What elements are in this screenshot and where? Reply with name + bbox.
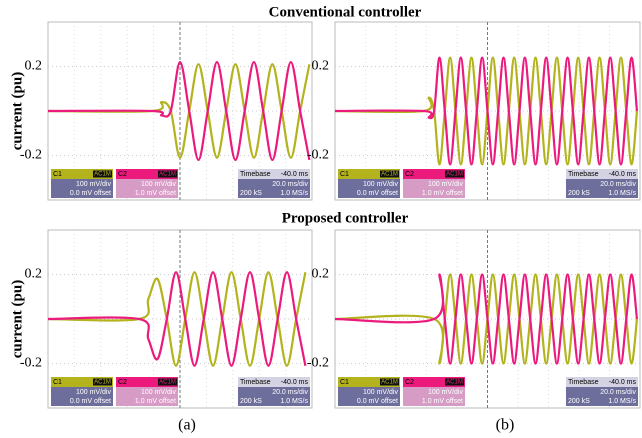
timebase-scale: 20.0 ms/div bbox=[272, 181, 308, 188]
channel-offset: 1.0 mV offset bbox=[422, 190, 463, 197]
row-title: Proposed controller bbox=[282, 210, 409, 226]
timebase-scale: 20.0 ms/div bbox=[600, 389, 636, 396]
timebase-delay: -40.0 ms bbox=[609, 171, 637, 178]
y-tick-label: -0.2 bbox=[307, 148, 329, 163]
channel-coupling: AC1M bbox=[94, 172, 111, 178]
channel-name: C2 bbox=[405, 379, 414, 386]
channel-scale: 100 mV/div bbox=[76, 389, 112, 396]
timebase-samples: 200 kS bbox=[568, 190, 590, 197]
channel-offset: 1.0 mV offset bbox=[135, 398, 176, 405]
channel-coupling: AC1M bbox=[94, 380, 111, 386]
y-tick-label: 0.2 bbox=[25, 59, 43, 74]
panel-label: (a) bbox=[178, 417, 196, 434]
channel-name: C1 bbox=[340, 171, 349, 178]
channel-coupling: AC1M bbox=[446, 172, 463, 178]
figure: Conventional controller Proposed control… bbox=[0, 0, 642, 438]
channel-offset: 1.0 mV offset bbox=[135, 190, 176, 197]
y-axis-label: current (pu) bbox=[9, 72, 25, 150]
y-axis-label: current (pu) bbox=[9, 280, 25, 358]
channel-name: C2 bbox=[405, 171, 414, 178]
page: {"figure": {"row_titles": ["Conventional… bbox=[0, 0, 642, 438]
channel-offset: 0.0 mV offset bbox=[70, 190, 111, 197]
channel-coupling: AC1M bbox=[159, 172, 176, 178]
panel-label: (b) bbox=[496, 417, 515, 434]
timebase-samples: 200 kS bbox=[240, 190, 262, 197]
channel-name: C2 bbox=[118, 171, 127, 178]
scope-panel: 0.2 -0.2 C1 AC1M 100 mV/div 0.0 mV offset C2 AC… bbox=[307, 22, 640, 200]
timebase-rate: 1.0 MS/s bbox=[280, 398, 308, 405]
channel-name: C1 bbox=[53, 379, 62, 386]
row-title: Conventional controller bbox=[269, 4, 422, 20]
channel-scale: 100 mV/div bbox=[141, 181, 177, 188]
timebase-label: Timebase bbox=[240, 171, 271, 178]
timebase-rate: 1.0 MS/s bbox=[608, 398, 636, 405]
channel-scale: 100 mV/div bbox=[76, 181, 112, 188]
channel-scale: 100 mV/div bbox=[363, 181, 399, 188]
channel-scale: 100 mV/div bbox=[428, 389, 464, 396]
timebase-delay: -40.0 ms bbox=[609, 379, 637, 386]
channel-coupling: AC1M bbox=[159, 380, 176, 386]
channel-offset: 0.0 mV offset bbox=[357, 398, 398, 405]
channel-coupling: AC1M bbox=[381, 172, 398, 178]
channel-offset: 1.0 mV offset bbox=[422, 398, 463, 405]
timebase-delay: -40.0 ms bbox=[281, 171, 309, 178]
channel-name: C1 bbox=[53, 171, 62, 178]
channel-scale: 100 mV/div bbox=[141, 389, 177, 396]
timebase-scale: 20.0 ms/div bbox=[272, 389, 308, 396]
timebase-label: Timebase bbox=[240, 379, 271, 386]
y-tick-label: 0.2 bbox=[312, 59, 330, 74]
timebase-scale: 20.0 ms/div bbox=[600, 181, 636, 188]
scope-panel: 0.2 -0.2 C1 AC1M 100 mV/div 0.0 mV offset C2 AC… bbox=[307, 230, 640, 408]
timebase-rate: 1.0 MS/s bbox=[280, 190, 308, 197]
channel-coupling: AC1M bbox=[381, 380, 398, 386]
y-tick-label: 0.2 bbox=[312, 267, 330, 282]
channel-offset: 0.0 mV offset bbox=[357, 190, 398, 197]
timebase-label: Timebase bbox=[568, 171, 599, 178]
timebase-rate: 1.0 MS/s bbox=[608, 190, 636, 197]
channel-coupling: AC1M bbox=[446, 380, 463, 386]
y-tick-label: -0.2 bbox=[307, 356, 329, 371]
timebase-samples: 200 kS bbox=[568, 398, 590, 405]
timebase-delay: -40.0 ms bbox=[281, 379, 309, 386]
channel-offset: 0.0 mV offset bbox=[70, 398, 111, 405]
timebase-samples: 200 kS bbox=[240, 398, 262, 405]
y-tick-label: 0.2 bbox=[25, 267, 43, 282]
channel-scale: 100 mV/div bbox=[363, 389, 399, 396]
channel-name: C2 bbox=[118, 379, 127, 386]
timebase-label: Timebase bbox=[568, 379, 599, 386]
channel-scale: 100 mV/div bbox=[428, 181, 464, 188]
channel-name: C1 bbox=[340, 379, 349, 386]
